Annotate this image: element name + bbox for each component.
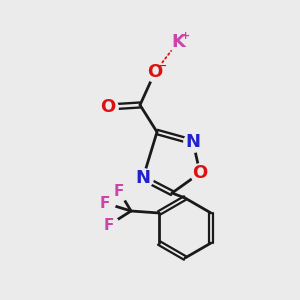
Text: K: K (171, 33, 185, 51)
Text: N: N (185, 133, 200, 151)
Text: N: N (136, 169, 151, 187)
Text: F: F (100, 196, 110, 211)
Text: O: O (147, 63, 163, 81)
Text: O: O (192, 164, 208, 182)
Text: F: F (114, 184, 124, 199)
Text: +: + (182, 31, 190, 41)
Text: −: − (158, 61, 168, 71)
Text: F: F (104, 218, 114, 232)
Text: O: O (100, 98, 116, 116)
